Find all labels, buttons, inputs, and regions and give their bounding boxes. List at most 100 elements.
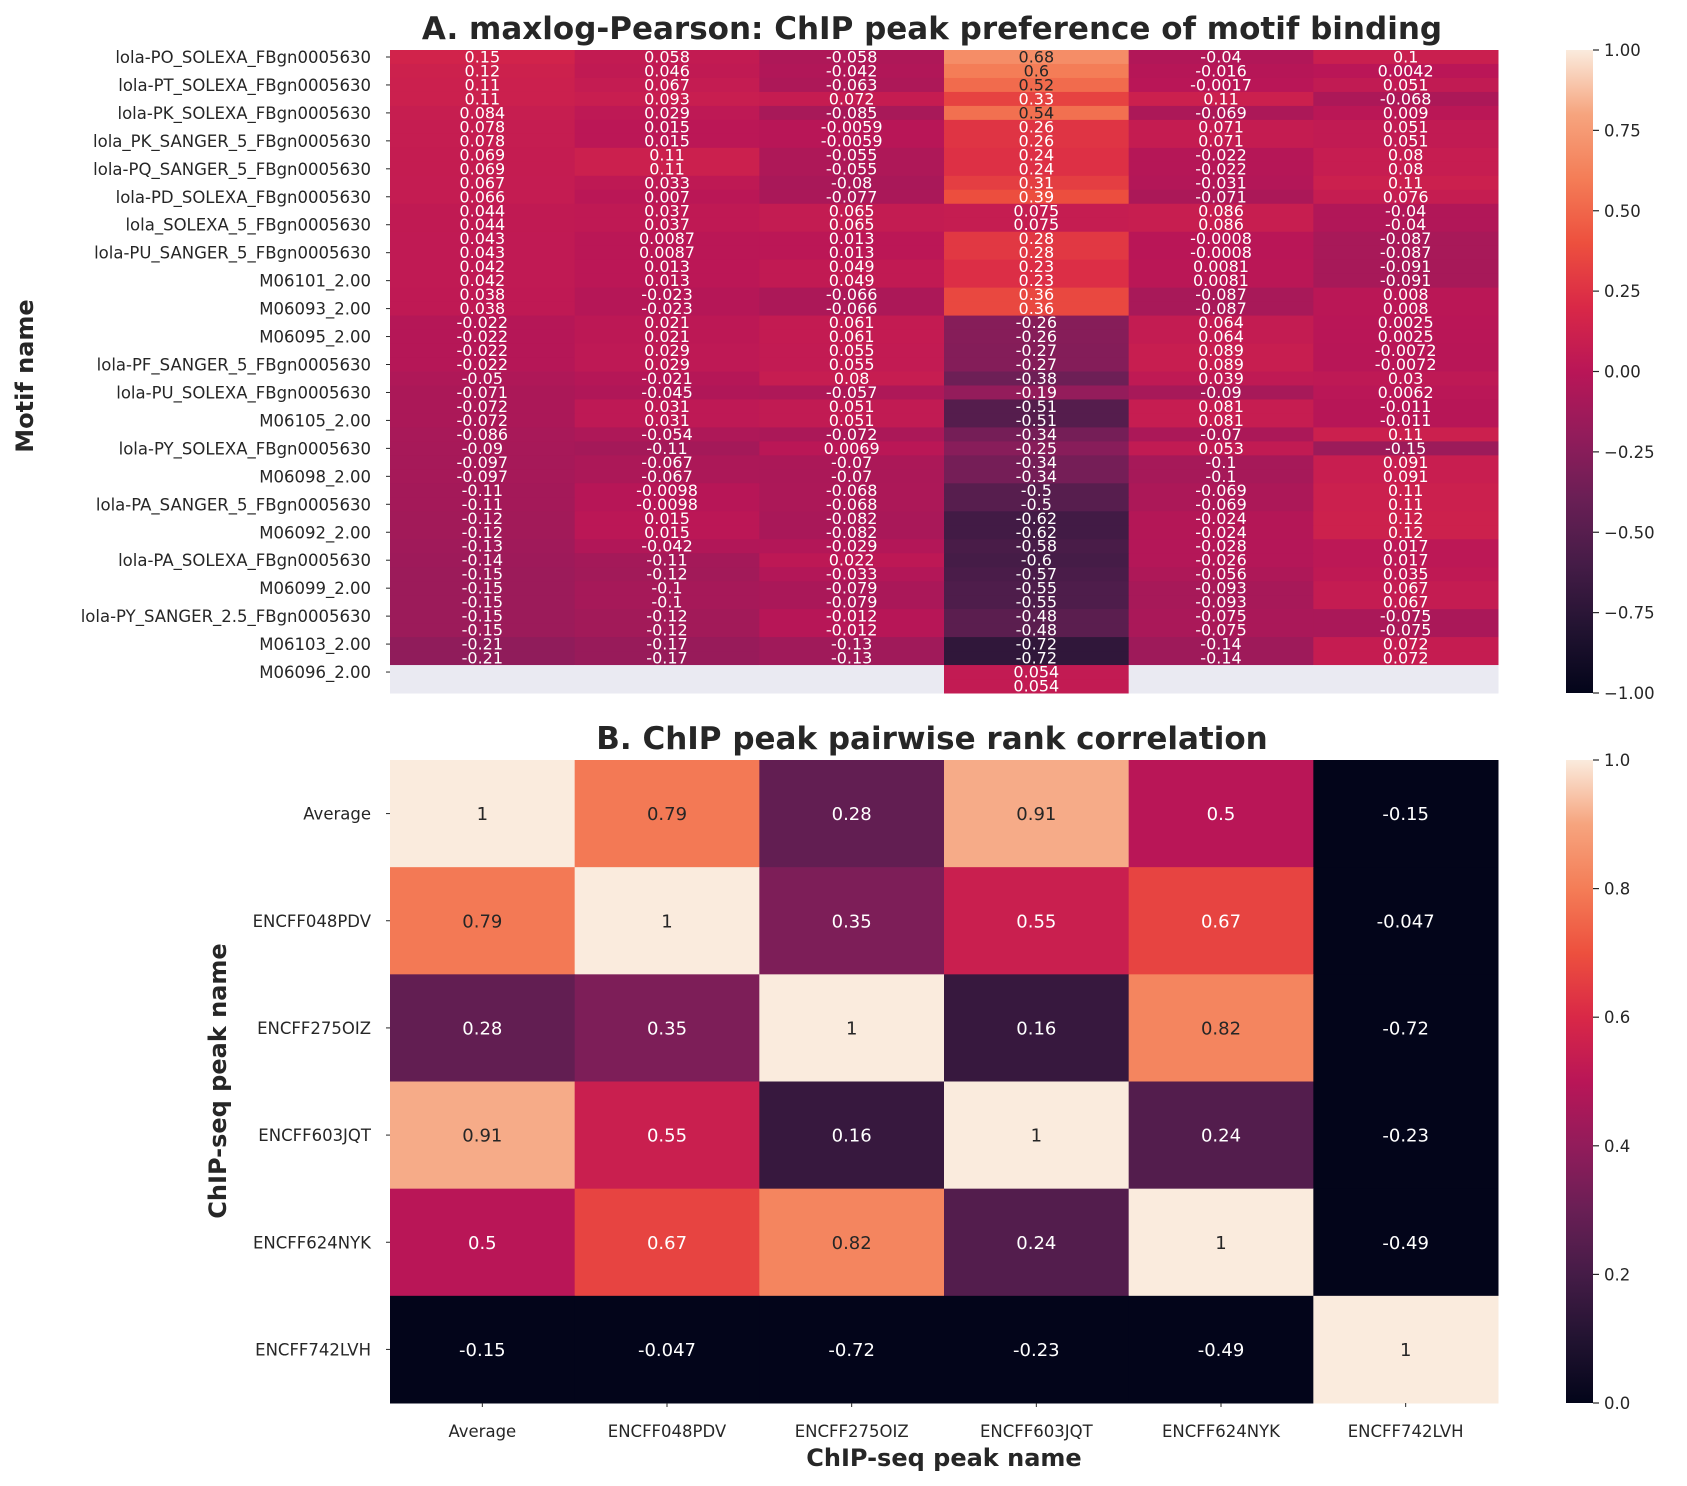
heatmap-a-cell	[390, 427, 576, 442]
heatmap-b-cell	[574, 867, 760, 975]
heatmap-a-annotation: 0.066	[459, 187, 505, 206]
heatmap-a-annotation: 0.072	[829, 89, 875, 108]
heatmap-a-ytick-label: lola-PT_SOLEXA_FBgn0005630	[118, 76, 371, 96]
heatmap-a-cell	[574, 497, 760, 512]
heatmap-a-annotation: -0.071	[457, 383, 509, 402]
heatmap-a-cell	[759, 259, 945, 275]
heatmap-a-ytick-label: M06096_2.00	[259, 663, 371, 683]
heatmap-a-annotation: 0.029	[644, 341, 690, 360]
heatmap-a-annotation: 0.11	[465, 75, 501, 94]
heatmap-a-annotation: -0.079	[826, 579, 878, 598]
heatmap-a-annotation: 0.039	[1198, 369, 1244, 388]
heatmap-b-annotation: 1	[1031, 1126, 1042, 1147]
heatmap-a-cell	[1128, 511, 1314, 526]
heatmap-a-cell	[574, 91, 760, 107]
heatmap-b-annotation: 1	[1215, 1233, 1226, 1254]
heatmap-a-cell	[944, 301, 1130, 317]
heatmap-a-cell	[1313, 273, 1499, 289]
heatmap-a-annotation: -0.022	[457, 341, 509, 360]
panel-b-title: B. ChIP peak pairwise rank correlation	[596, 721, 1267, 757]
heatmap-a-annotation: -0.57	[1016, 565, 1057, 584]
heatmap-a-annotation: 0.071	[1198, 131, 1244, 150]
heatmap-a-annotation: -0.029	[826, 537, 878, 556]
heatmap-a-annotation: 0.075	[1013, 215, 1059, 234]
heatmap-a-cell	[1313, 581, 1499, 596]
panel-b-colorbar: 1.0 0.8 0.6 0.4 0.2 0.0	[1566, 751, 1630, 1413]
heatmap-a-annotation: -0.023	[641, 299, 693, 318]
colorbar-b-tick-label: 0.8	[1604, 880, 1630, 899]
heatmap-a-cell	[944, 315, 1130, 331]
heatmap-b-cell	[1313, 1188, 1499, 1297]
heatmap-a-cell	[1313, 623, 1499, 638]
heatmap-a-annotation: 0.015	[644, 523, 690, 542]
heatmap-a-cell	[574, 147, 760, 163]
heatmap-a-cell	[1313, 511, 1499, 526]
heatmap-a-cell	[944, 455, 1130, 470]
heatmap-b-cell	[759, 1081, 945, 1190]
heatmap-a-ytick-label: M06101_2.00	[259, 272, 371, 292]
heatmap-a-annotation: 0.051	[1383, 75, 1429, 94]
heatmap-a-cell	[1313, 427, 1499, 442]
heatmap-b-annotation: 0.82	[832, 1233, 872, 1254]
heatmap-a-annotation: -0.34	[1016, 425, 1057, 444]
heatmap-a-annotation: 0.12	[465, 61, 501, 80]
heatmap-a-annotation: 0.051	[829, 397, 875, 416]
heatmap-b-cell	[1313, 1295, 1499, 1404]
heatmap-a-annotation: -0.085	[826, 103, 878, 122]
heatmap-b-annotation: -0.23	[1013, 1340, 1060, 1361]
heatmap-a-cell	[390, 147, 576, 163]
panel-b-heatmap: 1 0.79 0.28 0.91 0.5 -0.15 0.79 1 0.35 0.55 0.67 -0…	[253, 760, 1499, 1441]
heatmap-a-annotation: 0.042	[459, 271, 505, 290]
heatmap-b-annotation: -0.49	[1198, 1340, 1245, 1361]
heatmap-a-cell	[390, 567, 576, 582]
heatmap-a-cell	[1313, 133, 1499, 149]
heatmap-a-cell	[574, 623, 760, 638]
heatmap-b-cell	[1128, 1081, 1314, 1190]
heatmap-a-cell	[1128, 399, 1314, 414]
heatmap-a-cell	[574, 301, 760, 317]
heatmap-a-cell	[759, 315, 945, 331]
heatmap-b-cell	[390, 760, 576, 868]
heatmap-a-annotation: -0.012	[826, 621, 878, 640]
colorbar-b-tick-label: 0.4	[1604, 1137, 1630, 1156]
heatmap-a-cell	[759, 651, 945, 666]
heatmap-a-cell	[574, 399, 760, 414]
heatmap-a-annotation: -0.17	[646, 635, 687, 654]
heatmap-a-cell	[1128, 105, 1314, 121]
heatmap-a-annotation: 0.067	[644, 75, 690, 94]
heatmap-a-annotation: -0.19	[1016, 383, 1057, 402]
heatmap-b-annotation: 0.16	[832, 1126, 872, 1147]
heatmap-a-annotation: -0.072	[457, 397, 509, 416]
heatmap-a-cell	[944, 581, 1130, 596]
panel-a-colorbar: 1.00 0.75 0.50 0.25 0.00 −0.25 −0.50 −0.75 −1.00	[1566, 41, 1655, 703]
heatmap-a-annotation: 0.035	[1383, 565, 1429, 584]
heatmap-a-annotation: 0.044	[459, 215, 505, 234]
heatmap-a-cell	[574, 441, 760, 456]
colorbar-b-tick-label: 0.6	[1604, 1008, 1630, 1027]
heatmap-a-annotation: 0.26	[1019, 117, 1055, 136]
heatmap-a-cell	[574, 343, 760, 359]
heatmap-a-annotation: 0.0087	[639, 229, 695, 248]
heatmap-a-annotation: -0.033	[826, 565, 878, 584]
heatmap-a-cell	[574, 119, 760, 135]
heatmap-a-annotation: -0.0059	[821, 117, 883, 136]
heatmap-a-annotation: -0.011	[1380, 411, 1432, 430]
heatmap-a-annotation: 0.013	[829, 229, 875, 248]
heatmap-a-cell	[759, 525, 945, 540]
heatmap-a-annotation: -0.086	[457, 425, 509, 444]
heatmap-a-cell-missing	[1128, 665, 1314, 680]
heatmap-a-cell	[390, 273, 576, 289]
heatmap-a-annotation: 0.064	[1198, 313, 1244, 332]
heatmap-a-annotation: -0.063	[826, 75, 878, 94]
heatmap-b-annotation: 0.55	[1016, 911, 1056, 932]
heatmap-a-annotation: -0.0008	[1190, 243, 1252, 262]
heatmap-a-cell	[944, 497, 1130, 512]
heatmap-a-annotation: -0.022	[1195, 145, 1247, 164]
heatmap-b-annotation: -0.72	[828, 1340, 875, 1361]
heatmap-a-cell-missing	[759, 679, 945, 694]
heatmap-a-cell	[390, 63, 576, 79]
heatmap-b-annotation: -0.15	[1382, 804, 1429, 825]
heatmap-a-annotation: 0.26	[1019, 131, 1055, 150]
heatmap-a-cell	[944, 679, 1130, 694]
heatmap-a-cell	[1313, 371, 1499, 386]
